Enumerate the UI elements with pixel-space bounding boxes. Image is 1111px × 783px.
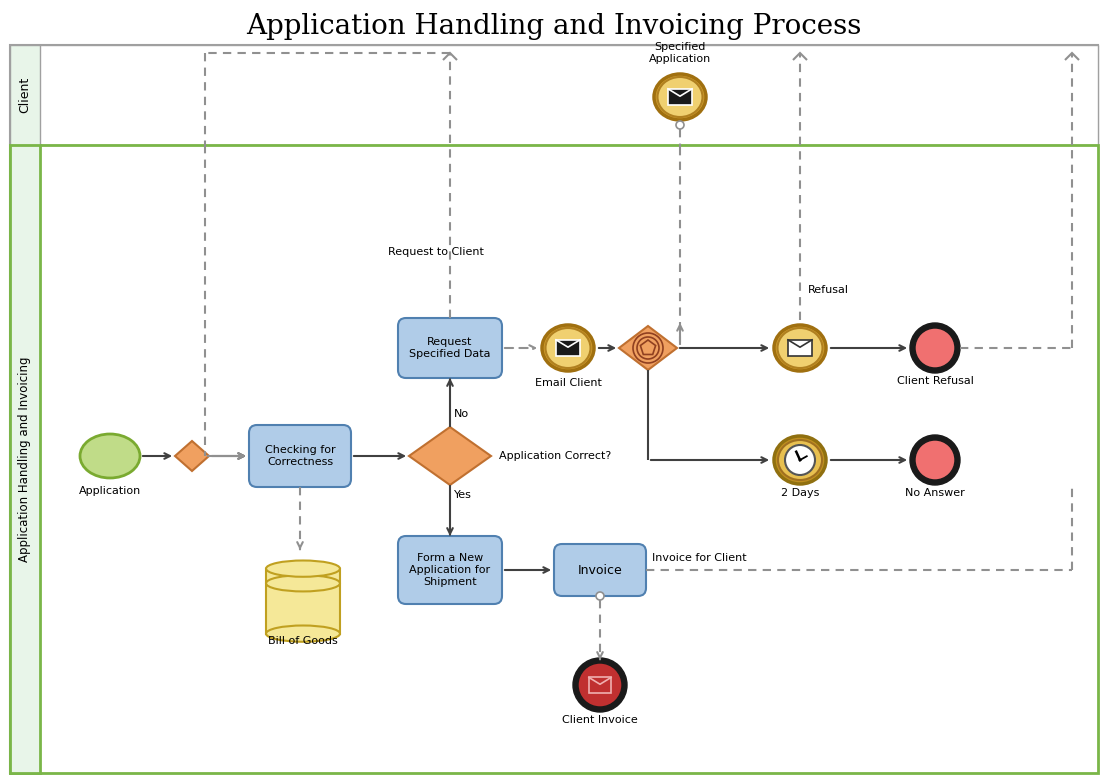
Ellipse shape [542, 325, 594, 371]
Circle shape [675, 121, 684, 129]
Text: Invoice: Invoice [578, 564, 622, 576]
FancyBboxPatch shape [554, 544, 645, 596]
Text: Client Invoice: Client Invoice [562, 715, 638, 725]
Circle shape [595, 592, 604, 600]
Polygon shape [619, 326, 677, 370]
Bar [556, 340, 580, 356]
Polygon shape [409, 427, 491, 485]
Circle shape [799, 459, 801, 461]
Ellipse shape [658, 77, 702, 117]
Text: Client Refusal: Client Refusal [897, 376, 973, 386]
Circle shape [573, 658, 627, 712]
Text: Application: Application [79, 486, 141, 496]
Circle shape [910, 435, 960, 485]
Polygon shape [176, 441, 209, 471]
Text: Request to Client: Request to Client [388, 247, 484, 257]
Text: Application Correct?: Application Correct? [499, 451, 611, 461]
Ellipse shape [654, 74, 705, 120]
Text: Checking for
Correctness: Checking for Correctness [264, 446, 336, 467]
Circle shape [915, 328, 955, 368]
Text: Form a New
Application for
Shipment: Form a New Application for Shipment [410, 554, 491, 586]
Bar [10, 145, 1098, 773]
FancyBboxPatch shape [249, 425, 351, 487]
Text: Email Client: Email Client [534, 378, 601, 388]
Text: Application Handling and Invoicing: Application Handling and Invoicing [19, 356, 31, 561]
Ellipse shape [774, 325, 825, 371]
Bar [10, 45, 40, 145]
Bar [788, 340, 812, 356]
Text: Yes: Yes [454, 490, 472, 500]
FancyBboxPatch shape [398, 318, 502, 378]
Text: 2 Days: 2 Days [781, 488, 819, 498]
Circle shape [915, 440, 955, 480]
Text: Request
Specified Data: Request Specified Data [409, 337, 491, 359]
Text: Refusal: Refusal [808, 285, 849, 295]
Ellipse shape [80, 434, 140, 478]
Circle shape [578, 663, 622, 707]
Bar [668, 88, 692, 105]
Ellipse shape [266, 561, 340, 577]
Circle shape [785, 445, 815, 475]
Ellipse shape [774, 436, 825, 484]
Text: Invoice for Client: Invoice for Client [652, 553, 747, 563]
Text: No Answer: No Answer [905, 488, 964, 498]
Ellipse shape [778, 328, 822, 368]
Text: No: No [454, 409, 469, 419]
Circle shape [910, 323, 960, 373]
Text: Application Handling and Invoicing Process: Application Handling and Invoicing Proce… [247, 13, 862, 41]
Bar [10, 45, 1098, 145]
Text: Client: Client [19, 77, 31, 113]
Text: Bill of Goods: Bill of Goods [268, 636, 338, 646]
Bar [10, 145, 40, 773]
Ellipse shape [778, 440, 822, 480]
Bar [266, 568, 340, 633]
Ellipse shape [266, 626, 340, 642]
Text: Specified
Application: Specified Application [649, 42, 711, 64]
Bar [589, 677, 611, 692]
Ellipse shape [546, 328, 591, 368]
FancyBboxPatch shape [398, 536, 502, 604]
